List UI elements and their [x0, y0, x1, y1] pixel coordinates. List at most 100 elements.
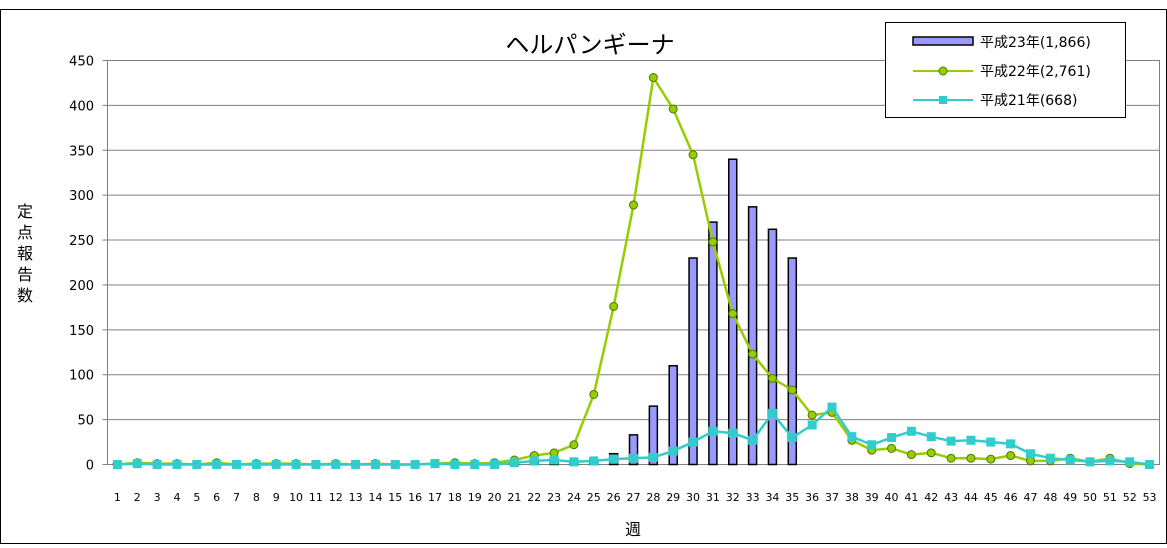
data-point — [232, 460, 242, 469]
x-tick-label: 30 — [686, 491, 700, 504]
data-point — [192, 460, 202, 469]
bar — [688, 257, 698, 466]
legend-label-2009: 平成21年(668) — [980, 93, 1077, 109]
data-point — [1065, 455, 1075, 465]
x-tick-label: 8 — [253, 491, 260, 504]
x-tick-label: 3 — [154, 491, 161, 504]
data-point — [112, 460, 122, 469]
data-point — [132, 459, 142, 469]
data-point — [708, 237, 718, 247]
x-tick-label: 5 — [193, 491, 200, 504]
x-tick-label: 49 — [1063, 491, 1077, 504]
y-tick-label: 0 — [86, 459, 94, 474]
data-point — [887, 443, 897, 453]
data-point — [767, 373, 777, 383]
data-point — [589, 389, 599, 399]
data-point — [490, 460, 500, 469]
x-tick-label: 24 — [567, 491, 581, 504]
data-point — [390, 460, 400, 469]
data-point — [529, 456, 539, 466]
y-tick-label: 300 — [69, 189, 94, 204]
data-point — [1045, 453, 1055, 463]
x-tick-label: 15 — [388, 491, 402, 504]
data-point — [926, 432, 936, 442]
data-point — [807, 410, 817, 420]
x-tick-label: 13 — [349, 491, 363, 504]
data-point — [668, 104, 678, 114]
data-point — [966, 453, 976, 463]
data-point — [351, 460, 361, 469]
x-tick-label: 28 — [646, 491, 660, 504]
data-point — [668, 446, 678, 456]
x-tick-label: 29 — [666, 491, 680, 504]
y-axis-title-char: 告 — [17, 265, 33, 284]
legend-label-2010: 平成22年(2,761) — [980, 64, 1091, 80]
x-tick-label: 18 — [448, 491, 462, 504]
x-tick-label: 51 — [1103, 491, 1117, 504]
legend-swatch-bar — [912, 36, 974, 46]
bar — [787, 257, 798, 466]
x-tick-label: 43 — [944, 491, 958, 504]
data-point — [251, 460, 261, 469]
data-point — [470, 460, 480, 469]
bar — [648, 405, 659, 466]
data-point — [212, 460, 222, 469]
data-point — [450, 460, 460, 469]
data-point — [271, 460, 281, 469]
grid-lines — [107, 104, 1160, 421]
x-tick-label: 44 — [964, 491, 978, 504]
data-point — [946, 436, 956, 446]
data-point — [430, 459, 440, 469]
x-tick-label: 11 — [309, 491, 323, 504]
data-point — [986, 437, 996, 447]
data-point — [728, 309, 738, 319]
x-tick-label: 38 — [845, 491, 859, 504]
x-tick-label: 17 — [428, 491, 442, 504]
data-point — [748, 435, 758, 445]
x-tick-label: 14 — [368, 491, 382, 504]
x-tick-label: 26 — [607, 491, 621, 504]
data-point — [152, 460, 162, 469]
x-tick-label: 34 — [765, 491, 779, 504]
x-tick-label: 35 — [785, 491, 799, 504]
x-tick-label: 33 — [746, 491, 760, 504]
legend-marker-2009 — [939, 96, 947, 104]
data-point — [609, 301, 619, 311]
x-tick-label: 48 — [1043, 491, 1057, 504]
data-point — [569, 457, 579, 467]
data-point — [1125, 457, 1135, 467]
data-point — [688, 437, 698, 447]
bar — [668, 364, 678, 466]
x-axis-title: 週 — [625, 520, 641, 539]
data-point — [867, 440, 877, 450]
x-tick-label: 27 — [627, 491, 641, 504]
bar — [747, 206, 758, 466]
bar — [708, 221, 718, 466]
x-tick-label: 32 — [726, 491, 740, 504]
data-point — [311, 460, 321, 469]
data-point — [1006, 439, 1016, 449]
data-point — [946, 453, 956, 463]
data-point — [648, 73, 658, 83]
x-tick-label: 2 — [134, 491, 141, 504]
x-tick-label: 4 — [173, 491, 180, 504]
x-tick-label: 21 — [507, 491, 521, 504]
y-axis-title-char: 報 — [17, 244, 33, 263]
x-tick-label: 1 — [114, 491, 121, 504]
chart-title: ヘルパンギーナ — [505, 31, 674, 59]
data-point — [767, 408, 777, 418]
x-tick-label: 31 — [706, 491, 720, 504]
x-tick-label: 42 — [924, 491, 938, 504]
line-series — [112, 73, 1155, 469]
x-tick-label: 22 — [527, 491, 541, 504]
y-tick-label: 250 — [69, 234, 94, 249]
x-tick-label: 23 — [547, 491, 561, 504]
data-point — [291, 460, 301, 469]
legend: 平成23年(1,866) 平成22年(2,761) 平成21年(668) — [885, 22, 1126, 118]
legend-marker-2010 — [938, 66, 948, 76]
bar — [767, 228, 778, 466]
x-tick-label: 16 — [408, 491, 422, 504]
data-point — [648, 452, 658, 462]
x-tick-label: 9 — [273, 491, 280, 504]
